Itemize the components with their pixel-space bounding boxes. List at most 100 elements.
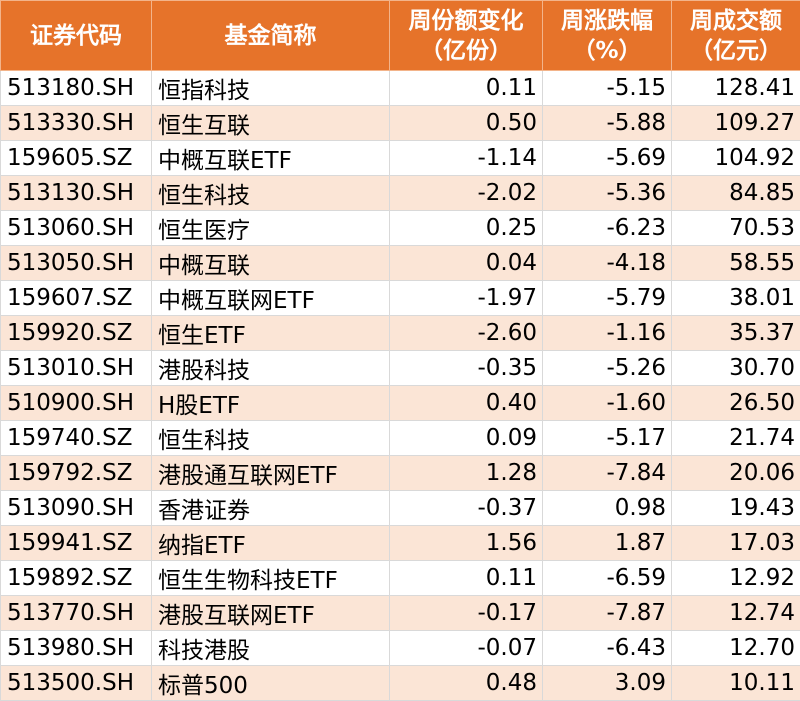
cell-code: 513330.SH: [1, 106, 152, 141]
cell-name: 恒生ETF: [152, 316, 390, 351]
cell-name: 标普500: [152, 666, 390, 701]
cell-turnover: 30.70: [672, 351, 800, 386]
cell-turnover: 12.92: [672, 561, 800, 596]
cell-name: 中概互联ETF: [152, 141, 390, 176]
cell-weekly-change: -5.69: [543, 141, 672, 176]
cell-turnover: 104.92: [672, 141, 800, 176]
cell-name: 恒生医疗: [152, 211, 390, 246]
cell-share-change: 1.56: [390, 526, 543, 561]
cell-weekly-change: -6.23: [543, 211, 672, 246]
cell-share-change: 0.11: [390, 71, 543, 106]
cell-code: 513060.SH: [1, 211, 152, 246]
cell-turnover: 12.70: [672, 631, 800, 666]
cell-name: 恒生生物科技ETF: [152, 561, 390, 596]
cell-code: 159740.SZ: [1, 421, 152, 456]
cell-code: 159892.SZ: [1, 561, 152, 596]
cell-weekly-change: -7.84: [543, 456, 672, 491]
cell-weekly-change: -6.59: [543, 561, 672, 596]
header-name: 基金简称: [152, 1, 390, 71]
cell-weekly-change: -6.43: [543, 631, 672, 666]
cell-name: 恒生互联: [152, 106, 390, 141]
cell-weekly-change: -5.17: [543, 421, 672, 456]
cell-turnover: 21.74: [672, 421, 800, 456]
cell-turnover: 70.53: [672, 211, 800, 246]
cell-turnover: 84.85: [672, 176, 800, 211]
header-weekly-change-line1: 周涨跌幅: [543, 6, 671, 36]
cell-turnover: 26.50: [672, 386, 800, 421]
cell-share-change: 0.11: [390, 561, 543, 596]
cell-turnover: 19.43: [672, 491, 800, 526]
cell-share-change: 0.04: [390, 246, 543, 281]
header-turnover-line2: （亿元）: [672, 36, 800, 66]
cell-share-change: 0.09: [390, 421, 543, 456]
cell-code: 513770.SH: [1, 596, 152, 631]
cell-turnover: 10.11: [672, 666, 800, 701]
cell-weekly-change: -5.88: [543, 106, 672, 141]
cell-code: 513130.SH: [1, 176, 152, 211]
cell-share-change: -0.37: [390, 491, 543, 526]
cell-name: 恒生科技: [152, 176, 390, 211]
header-turnover-line1: 周成交额: [672, 6, 800, 36]
cell-turnover: 17.03: [672, 526, 800, 561]
cell-turnover: 20.06: [672, 456, 800, 491]
cell-code: 159607.SZ: [1, 281, 152, 316]
cell-code: 159941.SZ: [1, 526, 152, 561]
cell-name: 香港证券: [152, 491, 390, 526]
cell-share-change: -1.14: [390, 141, 543, 176]
cell-name: 科技港股: [152, 631, 390, 666]
cell-name: 港股通互联网ETF: [152, 456, 390, 491]
cell-share-change: 0.48: [390, 666, 543, 701]
cell-name: 港股科技: [152, 351, 390, 386]
cell-name: H股ETF: [152, 386, 390, 421]
cell-share-change: 1.28: [390, 456, 543, 491]
header-weekly-change-line2: （%）: [543, 36, 671, 66]
cell-code: 513010.SH: [1, 351, 152, 386]
cell-share-change: -1.97: [390, 281, 543, 316]
cell-share-change: -0.17: [390, 596, 543, 631]
cell-weekly-change: -5.79: [543, 281, 672, 316]
cell-code: 159920.SZ: [1, 316, 152, 351]
cell-name: 中概互联: [152, 246, 390, 281]
header-turnover: 周成交额 （亿元）: [672, 1, 800, 71]
cell-weekly-change: -5.36: [543, 176, 672, 211]
cell-code: 513500.SH: [1, 666, 152, 701]
cell-code: 159605.SZ: [1, 141, 152, 176]
cell-share-change: -0.07: [390, 631, 543, 666]
cell-code: 513180.SH: [1, 71, 152, 106]
cell-weekly-change: 3.09: [543, 666, 672, 701]
cell-weekly-change: -1.60: [543, 386, 672, 421]
cell-weekly-change: 0.98: [543, 491, 672, 526]
header-code-label: 证券代码: [30, 23, 122, 49]
cell-weekly-change: -5.15: [543, 71, 672, 106]
cell-turnover: 58.55: [672, 246, 800, 281]
header-weekly-change: 周涨跌幅 （%）: [543, 1, 672, 71]
cell-name: 中概互联网ETF: [152, 281, 390, 316]
cell-turnover: 128.41: [672, 71, 800, 106]
cell-share-change: -2.60: [390, 316, 543, 351]
cell-share-change: 0.40: [390, 386, 543, 421]
cell-name: 港股互联网ETF: [152, 596, 390, 631]
cell-share-change: -2.02: [390, 176, 543, 211]
cell-code: 510900.SH: [1, 386, 152, 421]
table-header: 证券代码 基金简称 周份额变化 （亿份） 周涨跌幅 （%） 周成交额 （亿元）: [1, 1, 800, 71]
header-share-change-line2: （亿份）: [390, 36, 542, 66]
cell-share-change: -0.35: [390, 351, 543, 386]
cell-turnover: 12.74: [672, 596, 800, 631]
cell-weekly-change: -5.26: [543, 351, 672, 386]
cell-turnover: 109.27: [672, 106, 800, 141]
